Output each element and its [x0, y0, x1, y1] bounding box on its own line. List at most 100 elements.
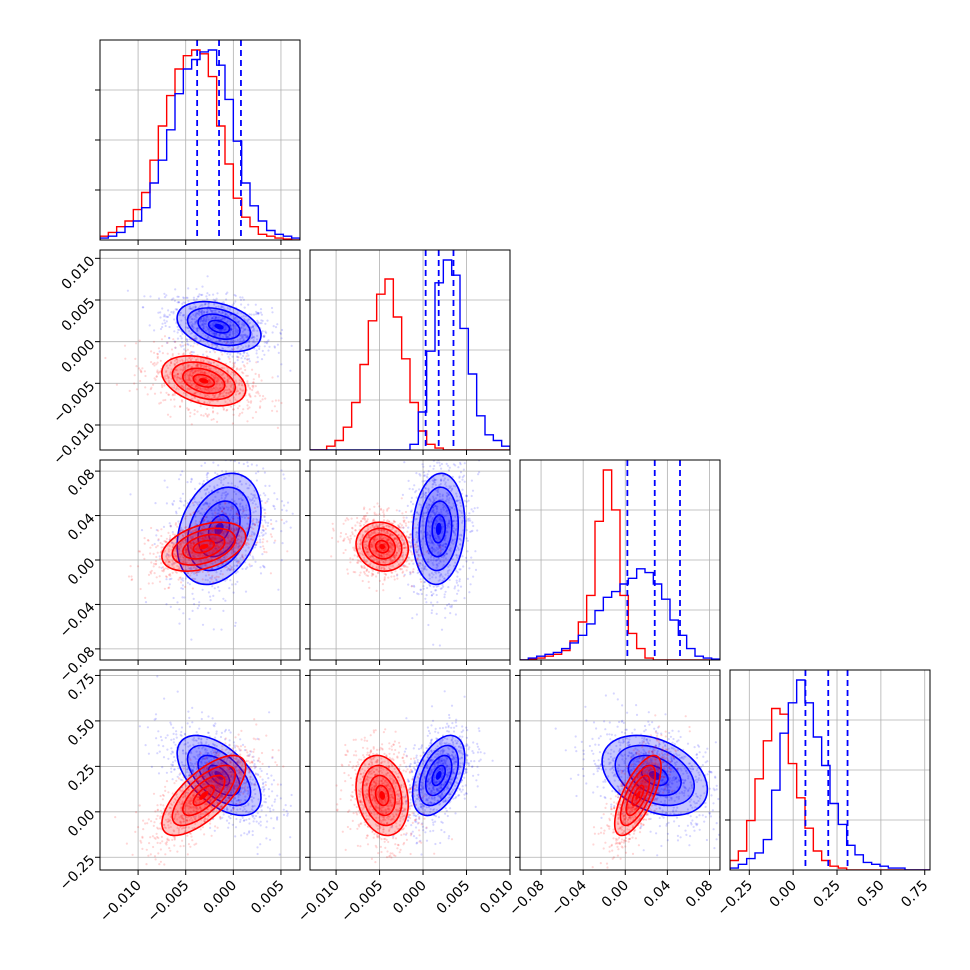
sample-point — [190, 374, 193, 377]
sample-point — [147, 539, 150, 542]
sample-point — [438, 575, 441, 578]
sample-point — [245, 355, 248, 358]
sample-point — [238, 391, 241, 395]
sample-point — [204, 366, 207, 369]
sample-point — [273, 405, 276, 408]
sample-point — [214, 386, 217, 389]
sample-point — [215, 579, 218, 582]
sample-point — [436, 564, 439, 568]
sample-point — [167, 561, 170, 564]
sample-point — [192, 566, 195, 570]
sample-point — [242, 322, 245, 325]
sample-point — [237, 538, 241, 541]
sample-point — [407, 479, 410, 482]
sample-point — [438, 543, 442, 546]
sample-point — [181, 332, 184, 335]
sample-point — [212, 361, 215, 364]
sample-point — [191, 373, 194, 376]
sample-point — [216, 396, 220, 399]
sample-point — [212, 387, 215, 390]
sample-point — [268, 484, 271, 487]
sample-point — [175, 554, 178, 557]
sample-point — [225, 335, 228, 338]
sample-point — [214, 537, 217, 540]
sample-point — [209, 382, 212, 385]
sample-point — [193, 542, 196, 546]
sample-point — [212, 337, 215, 340]
sample-point — [224, 490, 228, 494]
sample-point — [167, 550, 170, 553]
sample-point — [242, 352, 245, 355]
sample-point — [229, 373, 232, 376]
sample-point — [154, 378, 157, 381]
sample-point — [358, 522, 361, 525]
sample-point — [218, 387, 221, 390]
sample-point — [180, 553, 183, 556]
sample-point — [261, 349, 264, 352]
sample-point — [256, 532, 260, 535]
sample-point — [182, 386, 185, 389]
sample-point — [237, 542, 241, 545]
sample-point — [434, 549, 437, 552]
sample-point — [211, 585, 214, 588]
sample-point — [406, 504, 409, 507]
sample-point — [224, 536, 227, 539]
sample-point — [208, 360, 211, 363]
sample-point — [217, 554, 221, 557]
sample-point — [139, 379, 142, 383]
sample-point — [192, 556, 195, 559]
sample-point — [176, 337, 180, 340]
sample-point — [209, 362, 212, 365]
sample-point — [436, 534, 439, 537]
sample-point — [225, 565, 228, 568]
sample-point — [226, 320, 229, 323]
sample-point — [223, 307, 226, 310]
sample-point — [220, 386, 223, 389]
sample-point — [215, 383, 218, 386]
sample-point — [175, 555, 178, 558]
sample-point — [426, 473, 429, 476]
sample-point — [418, 561, 421, 564]
sample-point — [207, 328, 210, 331]
sample-point — [222, 507, 226, 510]
sample-point — [233, 293, 236, 297]
sample-point — [181, 358, 184, 361]
sample-point — [246, 358, 249, 361]
sample-point — [224, 502, 227, 505]
sample-point — [260, 322, 263, 325]
sample-point — [175, 547, 178, 550]
sample-point — [245, 334, 248, 337]
sample-point — [199, 365, 202, 368]
sample-point — [231, 422, 234, 425]
sample-point — [423, 580, 426, 584]
sample-point — [429, 537, 432, 540]
sample-point — [198, 382, 201, 385]
sample-point — [464, 556, 468, 559]
sample-point — [193, 555, 196, 558]
sample-point — [231, 517, 235, 520]
sample-point — [235, 560, 238, 563]
sample-point — [264, 532, 267, 535]
sample-point — [190, 551, 193, 554]
sample-point — [190, 477, 193, 480]
sample-point — [211, 562, 214, 565]
sample-point — [194, 392, 197, 395]
sample-point — [265, 551, 268, 554]
sample-point — [421, 480, 424, 483]
sample-point — [193, 510, 196, 514]
sample-point — [226, 370, 229, 373]
sample-point — [142, 553, 145, 556]
sample-point — [196, 313, 199, 316]
sample-point — [228, 323, 231, 326]
sample-point — [200, 311, 203, 314]
sample-point — [223, 507, 226, 510]
sample-point — [261, 528, 264, 532]
sample-point — [229, 526, 232, 529]
sample-point — [168, 313, 171, 316]
sample-point — [156, 355, 159, 358]
sample-point — [241, 554, 244, 558]
sample-point — [241, 360, 244, 364]
sample-point — [214, 539, 217, 542]
sample-point — [196, 364, 199, 367]
